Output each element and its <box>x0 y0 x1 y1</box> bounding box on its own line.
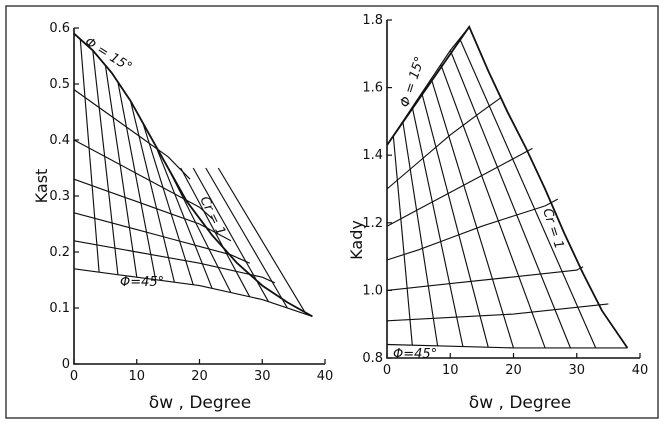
right-chart-y-tick-label: 1.0 <box>362 283 383 298</box>
right-chart-axes <box>386 20 640 359</box>
left-chart-cross-line <box>155 145 213 289</box>
left-chart-x-tick-label: 10 <box>128 369 145 384</box>
left-chart-series <box>73 33 313 317</box>
right-chart-y-tick-label: 1.2 <box>362 216 383 231</box>
left-chart-cross-line <box>167 167 232 293</box>
right-chart-series-line <box>386 266 584 291</box>
left-chart-series-line <box>73 212 250 264</box>
right-chart-series-line <box>386 343 628 349</box>
right-chart-series-line <box>386 147 533 227</box>
left-chart-cross-line <box>92 50 119 275</box>
left-chart-envelope-curve <box>73 32 313 318</box>
left-chart-series-line <box>73 268 313 317</box>
left-chart-series-line <box>73 89 191 180</box>
left-chart-y-tick-label: 0.6 <box>49 21 70 36</box>
left-chart-series-line <box>73 139 213 219</box>
right-chart-x-tick-label: 40 <box>632 363 649 378</box>
left-chart-x-tick-label: 40 <box>317 369 334 384</box>
right-chart-x-tick-label: 10 <box>442 363 459 378</box>
left-chart-annotation-cr1: Cr = 1 <box>196 194 228 238</box>
left-chart-ticks: 0 10 20 30 40 0 0.1 0.2 0.3 0.4 0.5 0.6 <box>49 21 333 384</box>
left-chart-y-tick-label: 0.5 <box>49 77 70 92</box>
right-chart-cross-line <box>440 64 546 349</box>
right-chart-cross-line <box>392 135 413 346</box>
right-chart-series-line <box>386 198 559 261</box>
right-chart-cross-line <box>411 107 464 347</box>
left-chart-x-tick-label: 20 <box>191 369 208 384</box>
left-chart-y-tick-label: 0.3 <box>49 189 70 204</box>
right-chart: 0 10 20 30 40 0.8 1.0 1.2 1.4 1.6 1.8 Kady δw , De… <box>347 13 648 413</box>
right-chart-x-tick-label: 0 <box>383 363 391 378</box>
left-chart-grid-lines <box>79 39 307 315</box>
left-chart-y-tick-label: 0.1 <box>49 301 70 316</box>
right-chart-x-axis-label: δw , Degree <box>469 393 571 413</box>
right-chart-series-line <box>386 303 609 322</box>
right-chart-y-tick-label: 1.6 <box>362 81 383 96</box>
right-chart-x-tick-label: 20 <box>505 363 522 378</box>
left-chart-cross-line <box>79 39 100 273</box>
left-chart-axes <box>73 28 325 365</box>
left-chart-series-line <box>73 240 276 284</box>
right-chart-series <box>386 26 628 349</box>
left-chart: 0 10 20 30 40 0 0.1 0.2 0.3 0.4 0.5 0.6 Kast δw , D… <box>32 21 333 413</box>
left-chart-x-tick-label: 30 <box>254 369 271 384</box>
right-chart-cross-line <box>459 38 597 349</box>
left-chart-cross-line <box>205 167 288 309</box>
right-chart-cross-line <box>430 78 515 349</box>
left-chart-y-tick-label: 0.2 <box>49 245 70 260</box>
right-chart-y-tick-label: 1.8 <box>362 13 383 28</box>
left-chart-cross-line <box>117 81 157 280</box>
right-chart-cross-line <box>402 121 439 346</box>
left-chart-y-tick-label: 0.4 <box>49 133 70 148</box>
right-chart-x-tick-label: 30 <box>568 363 585 378</box>
right-chart-envelope-curve <box>386 24 629 349</box>
left-chart-x-axis-label: δw , Degree <box>149 393 251 413</box>
figure-frame <box>5 5 659 419</box>
left-chart-cross-line <box>129 100 175 283</box>
left-chart-y-tick-label: 0 <box>62 357 70 372</box>
right-chart-y-tick-label: 0.8 <box>362 351 383 366</box>
right-chart-series-line <box>386 97 502 190</box>
right-chart-ticks: 0 10 20 30 40 0.8 1.0 1.2 1.4 1.6 1.8 <box>362 13 648 378</box>
left-chart-cross-line <box>142 123 194 285</box>
right-chart-y-axis-label: Kady <box>347 220 366 260</box>
left-chart-annotation-phi45: Φ=45° <box>120 275 164 290</box>
right-chart-y-tick-label: 1.4 <box>362 148 383 163</box>
left-chart-cross-line <box>217 167 307 315</box>
right-chart-annotation-phi45: Φ=45° <box>393 347 437 362</box>
right-chart-cross-line <box>449 50 571 349</box>
left-chart-x-tick-label: 0 <box>70 369 78 384</box>
left-chart-y-axis-label: Kast <box>32 169 51 204</box>
left-chart-cross-line <box>104 65 138 278</box>
right-chart-grid-lines <box>392 38 597 349</box>
right-chart-cross-line <box>421 92 489 348</box>
